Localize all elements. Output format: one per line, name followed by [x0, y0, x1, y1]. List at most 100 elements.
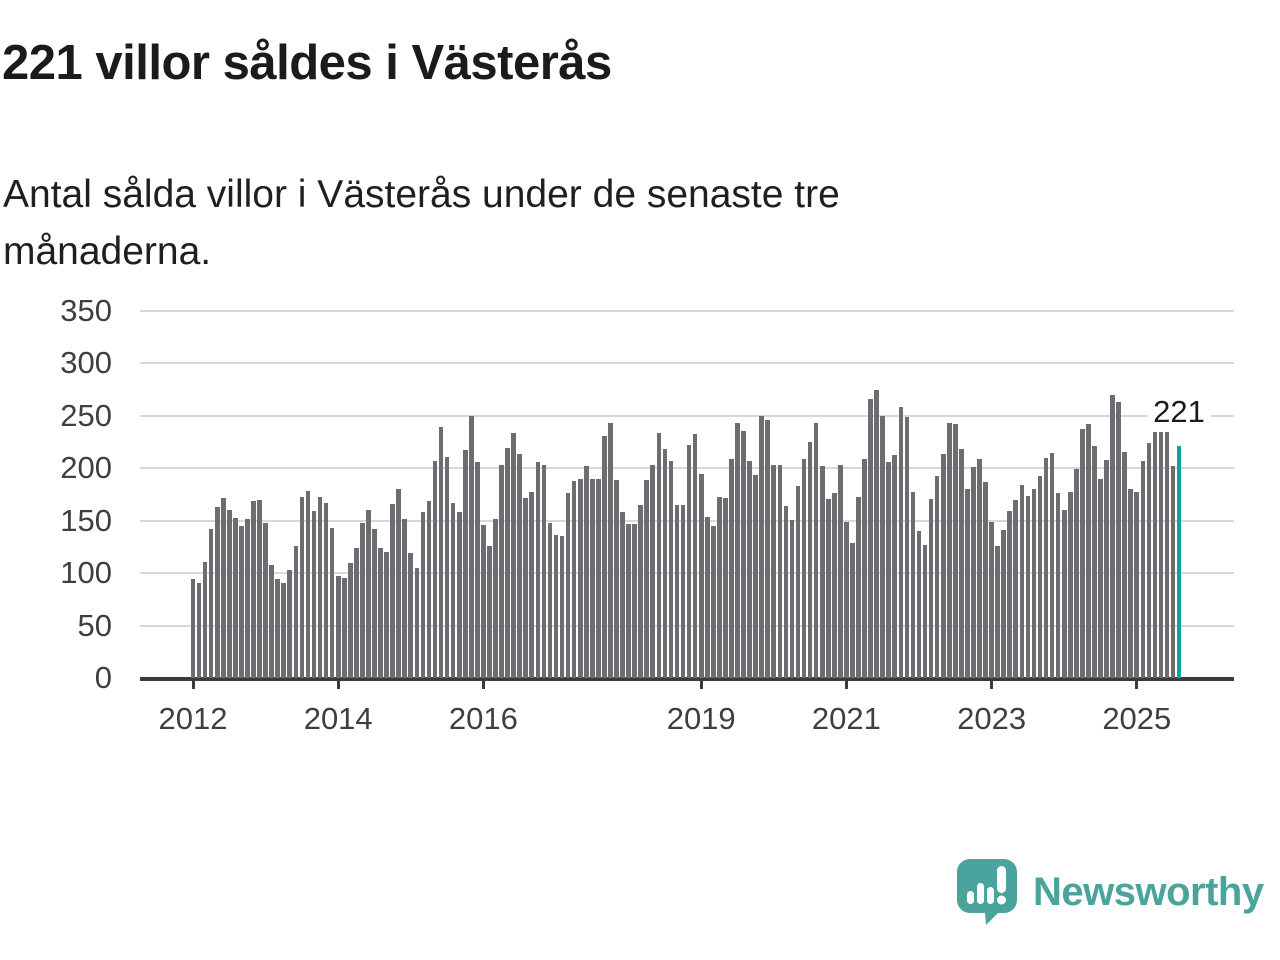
bar [287, 569, 293, 678]
bar [710, 525, 716, 678]
x-axis-label: 2019 [666, 701, 736, 736]
bar [596, 478, 601, 678]
bar [940, 453, 946, 678]
bar [1025, 495, 1031, 678]
bar [372, 529, 377, 678]
bar [1140, 460, 1146, 678]
bar [505, 448, 510, 678]
bar [1049, 452, 1055, 678]
bar [674, 504, 680, 678]
bar [729, 458, 734, 678]
bar [275, 579, 281, 678]
bar [299, 496, 305, 678]
bar [190, 579, 196, 678]
bar [390, 503, 395, 678]
bar [1110, 394, 1115, 678]
bar [553, 535, 559, 678]
newsworthy-wordmark: Newsworthy [1033, 870, 1264, 914]
bar [220, 497, 226, 678]
axis-tick [699, 680, 703, 689]
bar [450, 502, 456, 678]
bar [1134, 492, 1140, 678]
bar [317, 496, 323, 678]
bar [1104, 459, 1109, 678]
bar [547, 522, 553, 678]
y-axis-label: 200 [60, 450, 112, 486]
bar [408, 553, 414, 678]
bar [898, 407, 904, 678]
bar [608, 423, 613, 678]
bar [656, 432, 662, 678]
bar [426, 500, 432, 678]
bar [886, 461, 892, 678]
bar [1007, 511, 1013, 678]
bar [1019, 485, 1025, 678]
newsworthy-icon [957, 859, 1017, 925]
gridline [140, 362, 1234, 365]
bar [444, 456, 450, 678]
newsworthy-logo: Newsworthy [956, 858, 1264, 926]
bar [305, 491, 311, 678]
bar [838, 465, 843, 678]
bar [704, 516, 710, 678]
bar [1122, 451, 1128, 678]
bar [571, 480, 577, 678]
bar [323, 502, 329, 678]
y-axis-label: 50 [77, 607, 112, 643]
bar [384, 552, 389, 678]
y-axis-label: 0 [94, 660, 112, 695]
axis-tick [191, 680, 195, 689]
bar [620, 512, 625, 678]
x-axis-label: 2016 [448, 701, 518, 736]
bar [499, 465, 504, 678]
bar [517, 453, 523, 678]
bar [420, 512, 426, 678]
bar [360, 522, 365, 678]
bar [723, 497, 728, 678]
bar [644, 479, 650, 678]
bar [789, 519, 795, 678]
bar [771, 465, 777, 678]
y-axis-label: 250 [60, 397, 112, 433]
bar [626, 523, 631, 678]
bar [910, 492, 916, 678]
bar [753, 474, 758, 678]
bar [311, 511, 317, 678]
bar [1158, 431, 1164, 678]
bar [432, 460, 438, 678]
bar [462, 450, 468, 678]
bar [1146, 443, 1152, 678]
bar [783, 506, 789, 678]
bar [977, 458, 982, 678]
gridline [140, 414, 1234, 417]
bar [233, 517, 238, 678]
bar [934, 475, 940, 678]
bar [1001, 530, 1007, 678]
bar [493, 518, 498, 678]
bar [269, 564, 274, 678]
page-title: 221 villor såldes i Västerås [2, 36, 612, 90]
bar [916, 531, 922, 678]
axis-tick [1135, 680, 1139, 689]
bar [523, 497, 529, 678]
bar [777, 465, 783, 678]
x-axis-label: 2012 [158, 701, 228, 736]
bar [717, 496, 722, 678]
bar [892, 454, 898, 678]
bar [989, 521, 994, 678]
bar [196, 582, 202, 678]
bar [1067, 492, 1073, 678]
bar [668, 460, 674, 678]
bar [347, 562, 353, 678]
bar [1073, 469, 1079, 678]
bar [559, 536, 565, 678]
bar [825, 498, 831, 678]
bar [263, 522, 268, 678]
bar [456, 512, 462, 678]
bar [680, 504, 686, 678]
bar [396, 489, 402, 678]
bar [831, 493, 837, 678]
bar [1080, 429, 1085, 678]
bar [1164, 431, 1170, 678]
